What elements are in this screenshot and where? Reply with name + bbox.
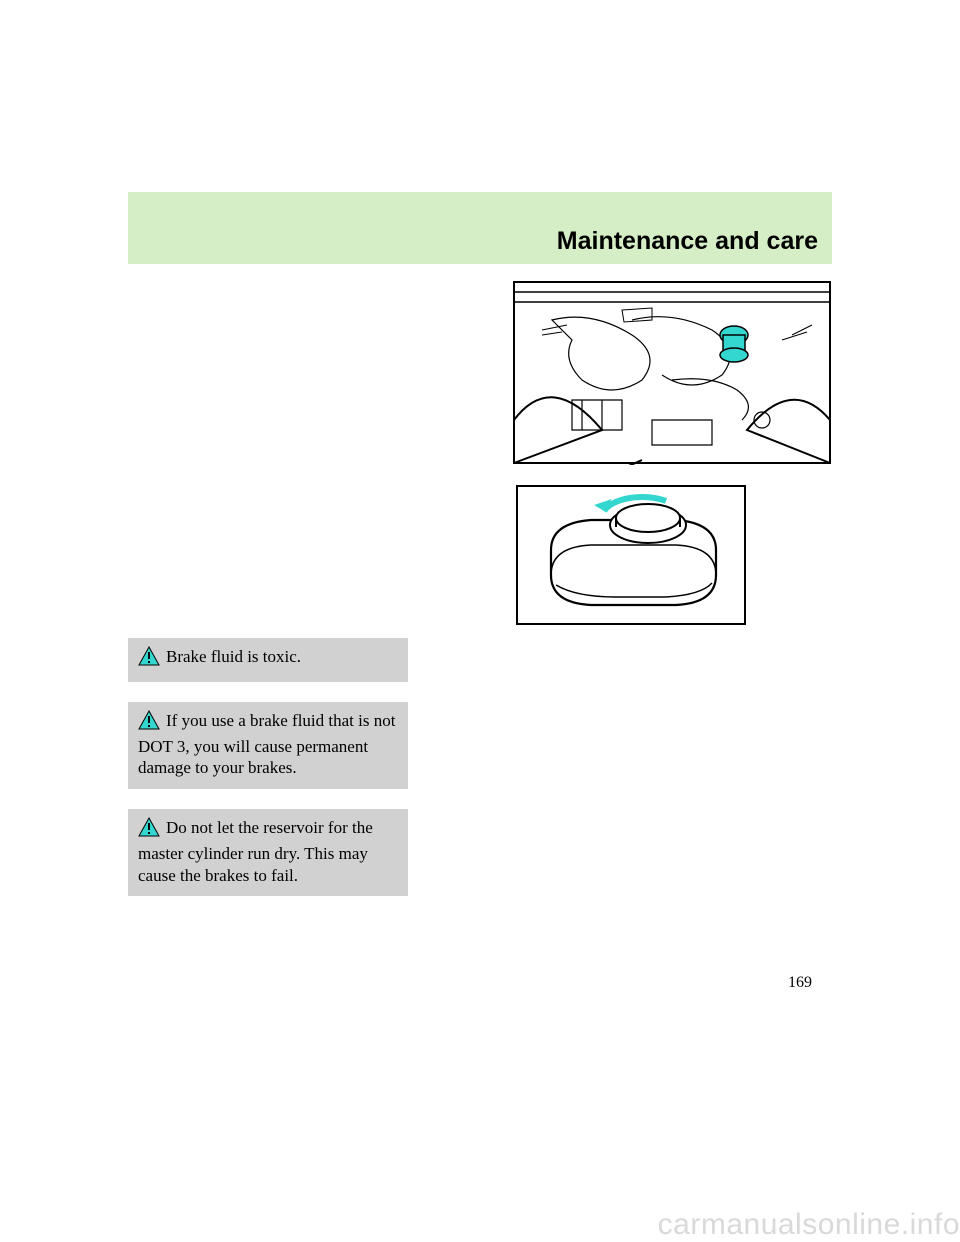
warning-text: Brake fluid is toxic. xyxy=(166,647,301,666)
page-number: 169 xyxy=(788,974,812,992)
reservoir-cap-illustration xyxy=(516,485,746,625)
watermark: carmanualsonline.info xyxy=(658,1208,960,1242)
engine-bay-illustration xyxy=(512,280,832,465)
warning-icon xyxy=(138,710,160,736)
warning-box: If you use a brake fluid that is not DOT… xyxy=(128,702,408,789)
section-title: Maintenance and care xyxy=(557,227,818,256)
warning-box: Do not let the reservoir for the master … xyxy=(128,809,408,896)
warning-icon xyxy=(138,817,160,843)
figure-area xyxy=(512,280,832,625)
warnings-column: Brake fluid is toxic. If you use a brake… xyxy=(128,638,408,916)
warning-box: Brake fluid is toxic. xyxy=(128,638,408,682)
page: Maintenance and care xyxy=(128,192,832,1000)
warning-text: If you use a brake fluid that is not DOT… xyxy=(138,711,395,778)
warning-icon xyxy=(138,646,160,672)
warning-text: Do not let the reservoir for the master … xyxy=(138,818,373,885)
content-area: Brake fluid is toxic. If you use a brake… xyxy=(128,280,832,1000)
section-header: Maintenance and care xyxy=(128,192,832,264)
